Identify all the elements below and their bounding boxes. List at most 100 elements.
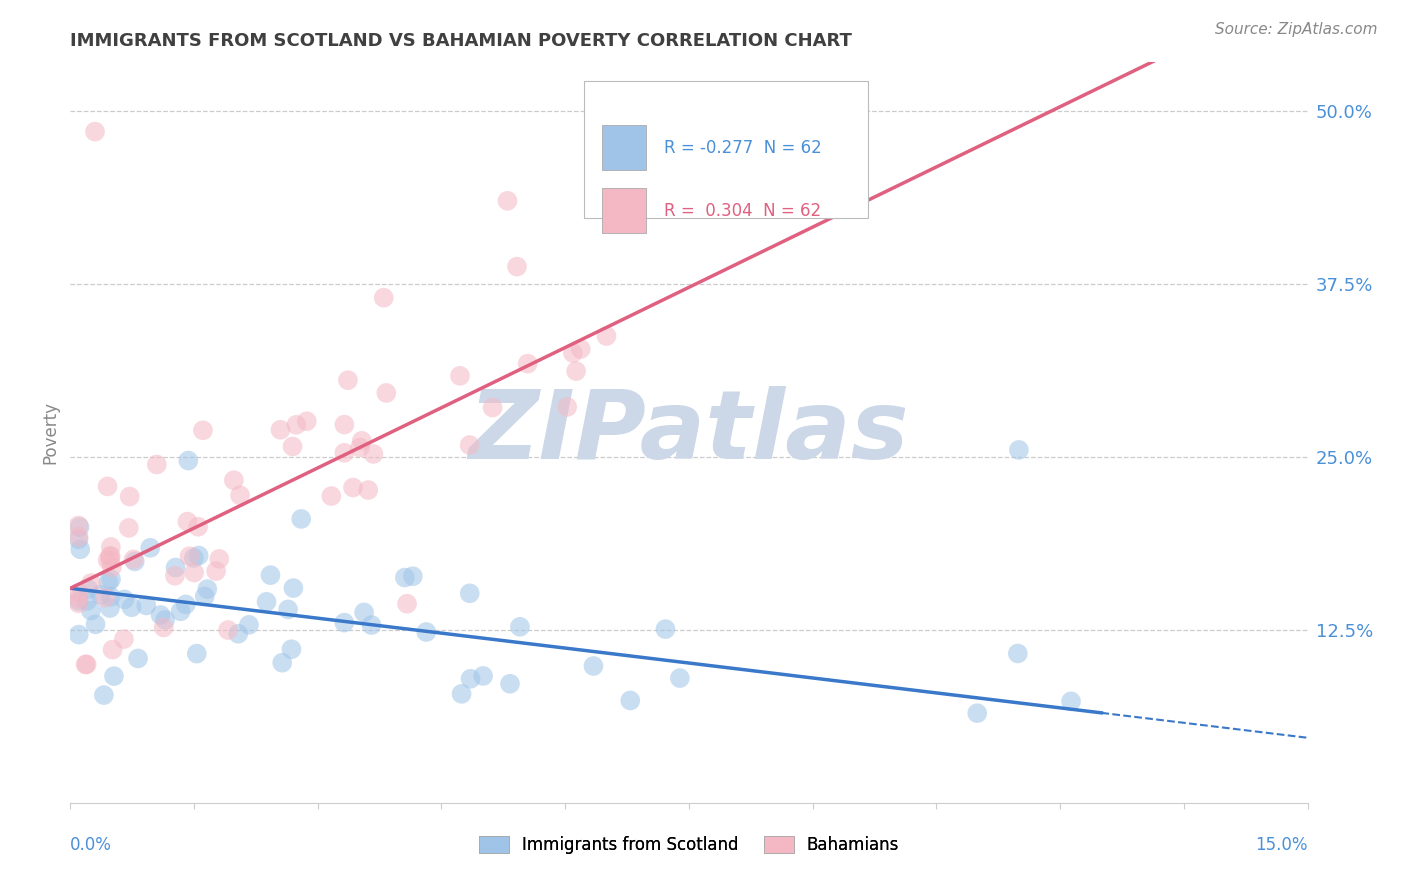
Point: [135, 599, 157, 613]
Point: [205, 564, 228, 578]
Text: R = -0.277  N = 62: R = -0.277 N = 62: [664, 138, 823, 157]
Point: [582, 659, 605, 673]
Point: [165, 560, 187, 574]
Point: [281, 440, 304, 454]
Point: [100, 540, 122, 554]
Point: [76, 594, 98, 608]
Point: [619, 693, 641, 707]
Point: [269, 423, 291, 437]
Point: [256, 595, 278, 609]
Point: [124, 554, 146, 568]
Point: [449, 368, 471, 383]
Text: 15.0%: 15.0%: [1256, 836, 1308, 855]
Y-axis label: Poverty: Poverty: [41, 401, 59, 464]
Point: [121, 600, 143, 615]
FancyBboxPatch shape: [583, 81, 869, 218]
Point: [127, 651, 149, 665]
Point: [97, 553, 120, 567]
Point: [69, 542, 91, 557]
Point: [1007, 647, 1029, 661]
Point: [176, 515, 198, 529]
Point: [360, 618, 382, 632]
Point: [565, 364, 588, 378]
Point: [118, 521, 141, 535]
Point: [163, 568, 186, 582]
Point: [76, 657, 98, 672]
Point: [271, 656, 294, 670]
Point: [966, 706, 988, 721]
Point: [472, 669, 495, 683]
Point: [195, 582, 218, 596]
Point: [75, 657, 97, 672]
Text: R =  0.304  N = 62: R = 0.304 N = 62: [664, 202, 821, 219]
Text: ZIPatlas: ZIPatlas: [468, 386, 910, 479]
Point: [103, 669, 125, 683]
Point: [100, 572, 122, 586]
Point: [101, 560, 124, 574]
Point: [149, 607, 172, 622]
Point: [290, 512, 312, 526]
Point: [84, 617, 107, 632]
Point: [177, 453, 200, 467]
Point: [222, 473, 245, 487]
Point: [194, 590, 217, 604]
Point: [98, 549, 121, 563]
Point: [1060, 694, 1083, 708]
Point: [169, 604, 191, 618]
Point: [146, 458, 169, 472]
Point: [114, 592, 136, 607]
Point: [350, 434, 373, 448]
Point: [450, 687, 472, 701]
Point: [179, 549, 201, 564]
Point: [569, 342, 592, 356]
Text: Source: ZipAtlas.com: Source: ZipAtlas.com: [1215, 22, 1378, 37]
Point: [67, 533, 90, 547]
Point: [561, 346, 583, 360]
Point: [67, 586, 90, 600]
Point: [499, 677, 522, 691]
Point: [152, 620, 174, 634]
Bar: [602, 188, 645, 233]
Point: [481, 401, 503, 415]
Point: [101, 642, 124, 657]
Point: [357, 483, 380, 497]
Point: [336, 373, 359, 387]
Point: [217, 623, 239, 637]
Point: [458, 438, 481, 452]
Point: [373, 291, 395, 305]
Point: [283, 581, 305, 595]
Point: [238, 617, 260, 632]
Point: [139, 541, 162, 555]
Point: [669, 671, 692, 685]
Point: [516, 357, 538, 371]
Point: [67, 594, 90, 608]
Point: [100, 590, 122, 604]
Legend: Immigrants from Scotland, Bahamians: Immigrants from Scotland, Bahamians: [472, 830, 905, 861]
Point: [94, 591, 117, 605]
Point: [496, 194, 519, 208]
Point: [97, 575, 120, 590]
Point: [460, 672, 482, 686]
Point: [80, 576, 103, 591]
Point: [187, 549, 209, 563]
Point: [93, 688, 115, 702]
Point: [342, 481, 364, 495]
Point: [458, 586, 481, 600]
Point: [509, 620, 531, 634]
Point: [67, 530, 90, 544]
Point: [259, 568, 281, 582]
Point: [89, 588, 111, 602]
Point: [98, 553, 121, 567]
Point: [153, 613, 176, 627]
Point: [183, 550, 205, 565]
Point: [118, 490, 141, 504]
Text: IMMIGRANTS FROM SCOTLAND VS BAHAMIAN POVERTY CORRELATION CHART: IMMIGRANTS FROM SCOTLAND VS BAHAMIAN POV…: [70, 32, 852, 50]
Point: [333, 615, 356, 630]
Point: [67, 627, 90, 641]
Point: [506, 260, 529, 274]
Point: [333, 446, 356, 460]
Point: [285, 417, 308, 432]
Point: [98, 601, 121, 615]
Point: [174, 598, 197, 612]
Point: [321, 489, 343, 503]
